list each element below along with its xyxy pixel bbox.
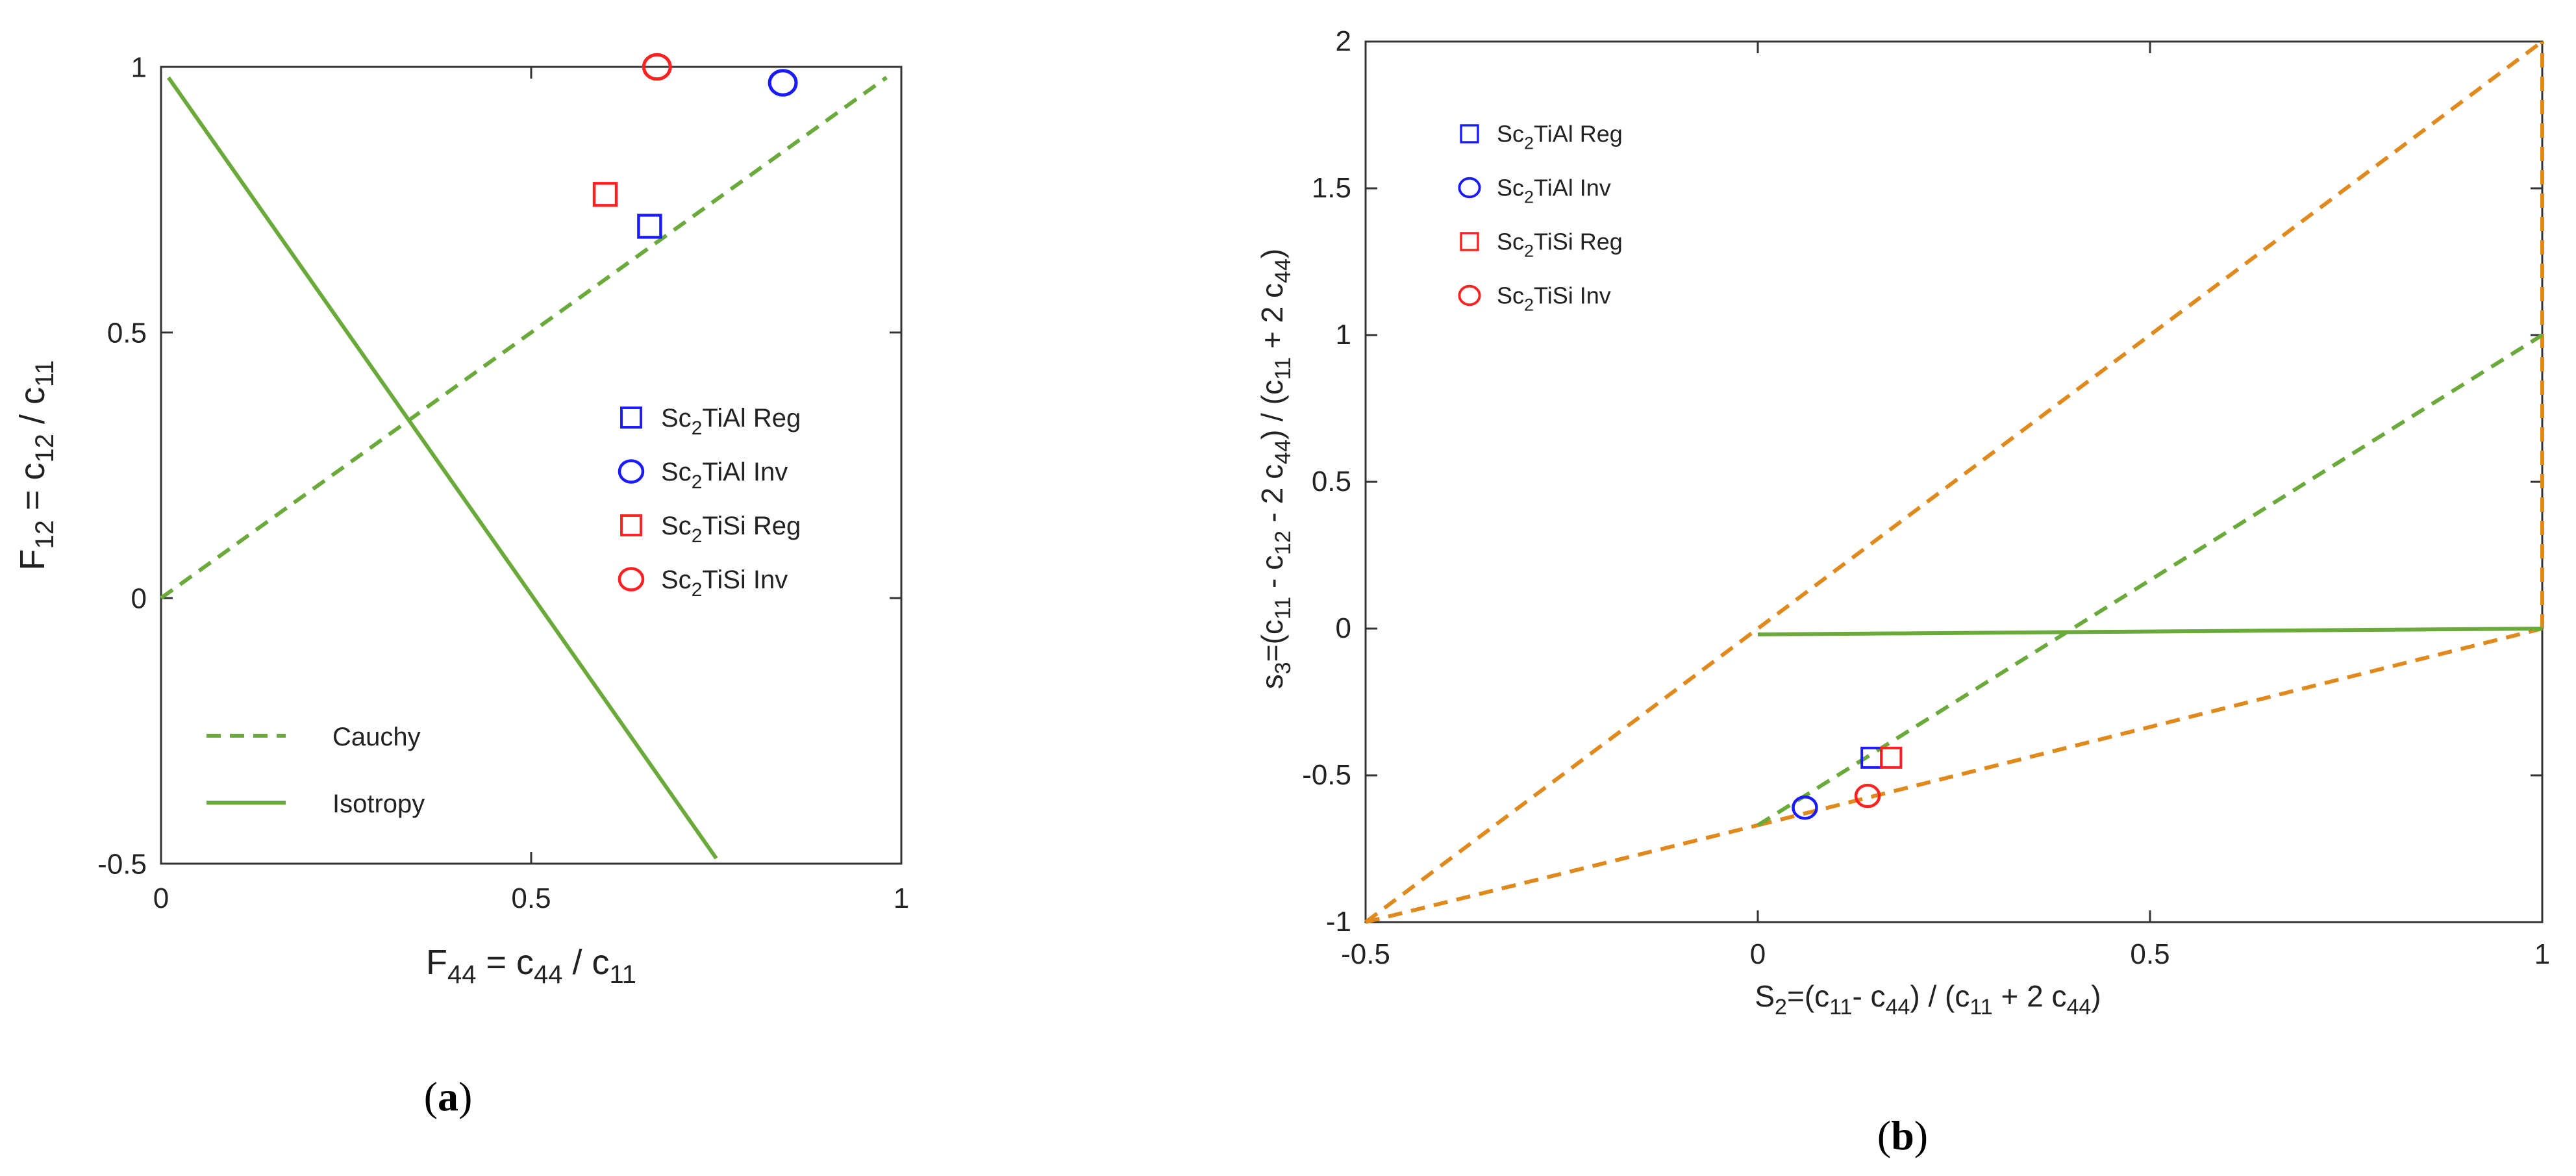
panel-b-legend-marker [1458,284,1481,307]
panel-a-y-tick-label: -0.5 [97,848,147,880]
panel-a-point-sc2tial-inv [768,69,798,97]
panel-a-legend-marker [620,514,642,536]
panel-b-x-tick-label: 0 [1750,938,1766,970]
panel-a-point-sc2tisi-inv [642,53,672,81]
panel-b-lines [1364,40,2544,924]
panel-a-legend-label: Sc2TiSi Reg [661,512,801,547]
panel-a-line-cauchy [160,75,888,600]
panel-a-legend-marker [618,459,645,484]
panel-b-legend: Sc2TiAl Reg Sc2TiAl Inv Sc2TiSi Reg Sc2TiSi… [1458,121,1623,315]
panel-a-y-tick-label: 0.5 [107,317,147,349]
panel-b-legend-label: Sc2TiSi Reg [1497,229,1623,261]
panel-b-line-boundary-lower-right [1757,627,2543,827]
panel-a-ticks: 0 0.5 1-0.500.51 [97,51,909,914]
panel-a-y-tick-label: 0 [131,582,147,614]
panel-b-caption: (b) [1877,1112,1928,1158]
panel-b-x-tick-label: 1 [2534,938,2550,970]
panel-a-legend-label: Sc2TiAl Inv [661,458,788,493]
panel-b-y-tick-label: 0.5 [1312,466,1351,497]
panel-a-legend-line-label: Cauchy [332,723,421,751]
panel-a-caption: (a) [424,1073,473,1120]
panel-a-legend-label: Sc2TiAl Reg [661,404,801,439]
panel-a-y-axis-label: F12 = c12 / c11 [13,360,59,570]
panel-a-line-isotropy [166,76,718,860]
panel-a-point-sc2tisi-reg [592,182,618,207]
panel-b-line-cauchy [1757,333,2544,827]
panel-b-y-axis-label: s3=(c11 - c12 - 2 c44) / (c11 + 2 c44) [1255,249,1295,689]
panel-b-y-tick-label: -0.5 [1302,759,1351,791]
panel-b-point-sc2tisi-inv [1854,783,1881,808]
panel-a-legend-marker [620,407,642,429]
panel-b-legend-label: Sc2TiAl Reg [1497,121,1623,153]
panel-a-legend: Sc2TiAl Reg Sc2TiAl Inv Sc2TiSi Reg Sc2TiSi… [206,404,801,818]
panel-b-legend-marker [1460,232,1479,251]
panel-b-y-tick-label: 1.5 [1312,172,1351,204]
panel-b-legend-label: Sc2TiSi Inv [1497,282,1611,315]
panel-b-line-boundary-lower-left [1365,823,1758,924]
panel-b-x-tick-label: -0.5 [1341,938,1390,970]
panel-a-x-tick-label: 0 [153,882,169,914]
panel-b-x-tick-label: 0.5 [2130,938,2170,970]
panel-b-y-tick-label: 2 [1336,25,1351,57]
panel-b-chart: -0.5 0 0.5 1-1-0.500.511.52 Sc2TiAl RegSc2T… [1255,25,2550,1158]
panel-b-line-isotropy [1757,627,2543,637]
panel-a-lines [160,75,888,860]
panel-a-point-sc2tial-reg [637,214,662,239]
panel-a-legend-label: Sc2TiSi Inv [661,566,788,601]
panel-b-ticks: -0.5 0 0.5 1-1-0.500.511.52 [1302,25,2550,970]
panel-b-point-sc2tisi-reg [1880,746,1903,769]
panel-b-legend-label: Sc2TiAl Inv [1497,175,1611,207]
panel-a-legend-line-label: Isotropy [332,790,425,818]
panel-b-line-boundary-upper [1364,40,2544,924]
panel-b-y-tick-label: 0 [1336,612,1351,644]
panel-a-plot-frame [160,66,903,865]
panel-b-y-tick-label: -1 [1326,906,1351,938]
panel-a-x-tick-label: 1 [894,882,909,914]
panel-b-points [1792,746,1903,820]
panel-a-x-axis-label: F44 = c44 / c11 [426,943,636,989]
panel-a-legend-marker [618,567,645,592]
panel-b-legend-marker [1460,124,1479,144]
panel-b-point-sc2tial-inv [1792,795,1818,820]
panel-b-x-axis-label: S2=(c11- c44) / (c11 + 2 c44) [1755,979,2101,1020]
panel-a-y-tick-label: 1 [131,51,147,83]
panel-a-x-tick-label: 0.5 [511,882,551,914]
panel-b-legend-marker [1458,177,1481,199]
panel-b-y-tick-label: 1 [1336,319,1351,351]
panel-a-points [592,53,798,239]
